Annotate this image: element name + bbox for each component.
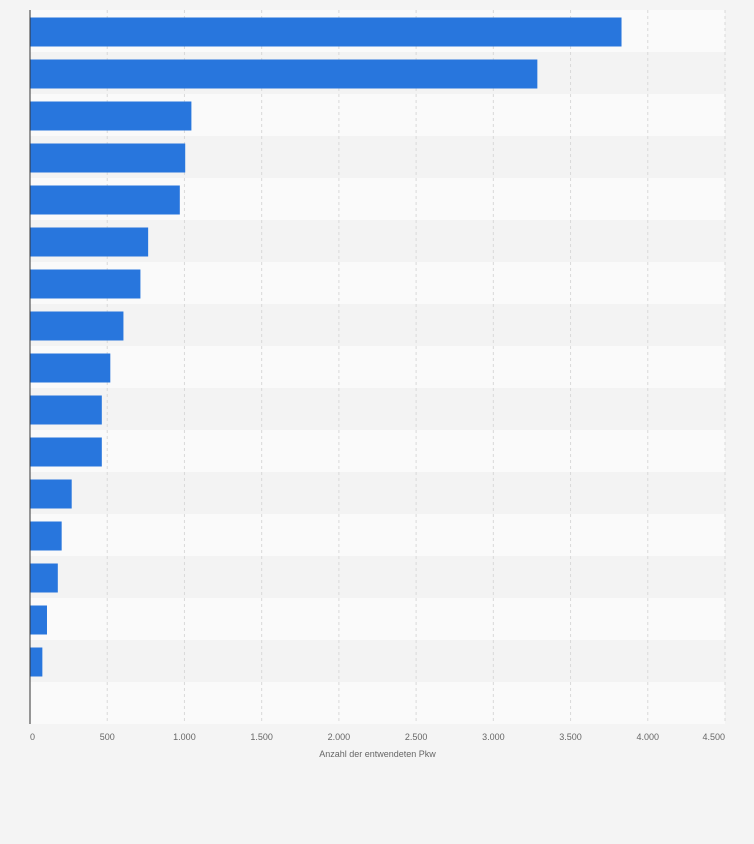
bar [30, 563, 58, 593]
bar [30, 59, 538, 89]
row-band [30, 556, 725, 598]
x-tick-label: 2.000 [328, 732, 351, 742]
bar [30, 437, 102, 467]
row-band [30, 262, 725, 304]
row-band [30, 430, 725, 472]
row-band [30, 346, 725, 388]
x-tick-label: 500 [100, 732, 115, 742]
bar [30, 185, 180, 215]
x-tick-label: 0 [30, 732, 35, 742]
bar [30, 311, 124, 341]
x-axis-title: Anzahl der entwendeten Pkw [319, 749, 436, 759]
bar [30, 479, 72, 509]
gridlines [106, 10, 726, 724]
row-band [30, 388, 725, 430]
bar [30, 227, 149, 257]
bar [30, 17, 622, 47]
x-tick-label: 4.500 [702, 732, 725, 742]
bar [30, 353, 111, 383]
bar [30, 605, 47, 635]
x-tick-label: 2.500 [405, 732, 428, 742]
bar [30, 395, 102, 425]
bar [30, 647, 43, 677]
row-band [30, 682, 725, 724]
x-tick-label: 1.000 [173, 732, 196, 742]
x-tick-labels: 0 500 1.000 1.500 2.000 2.500 3.000 3.500 4.000 4… [30, 732, 725, 742]
row-band [30, 304, 725, 346]
x-tick-label: 1.500 [250, 732, 273, 742]
row-band [30, 472, 725, 514]
x-tick-label: 3.000 [482, 732, 505, 742]
x-tick-label: 4.000 [637, 732, 660, 742]
bar [30, 143, 186, 173]
row-band [30, 598, 725, 640]
bar [30, 269, 141, 299]
bar [30, 101, 192, 131]
x-tick-label: 3.500 [559, 732, 582, 742]
row-band [30, 640, 725, 682]
bar [30, 521, 62, 551]
row-band [30, 514, 725, 556]
bars [30, 17, 622, 677]
